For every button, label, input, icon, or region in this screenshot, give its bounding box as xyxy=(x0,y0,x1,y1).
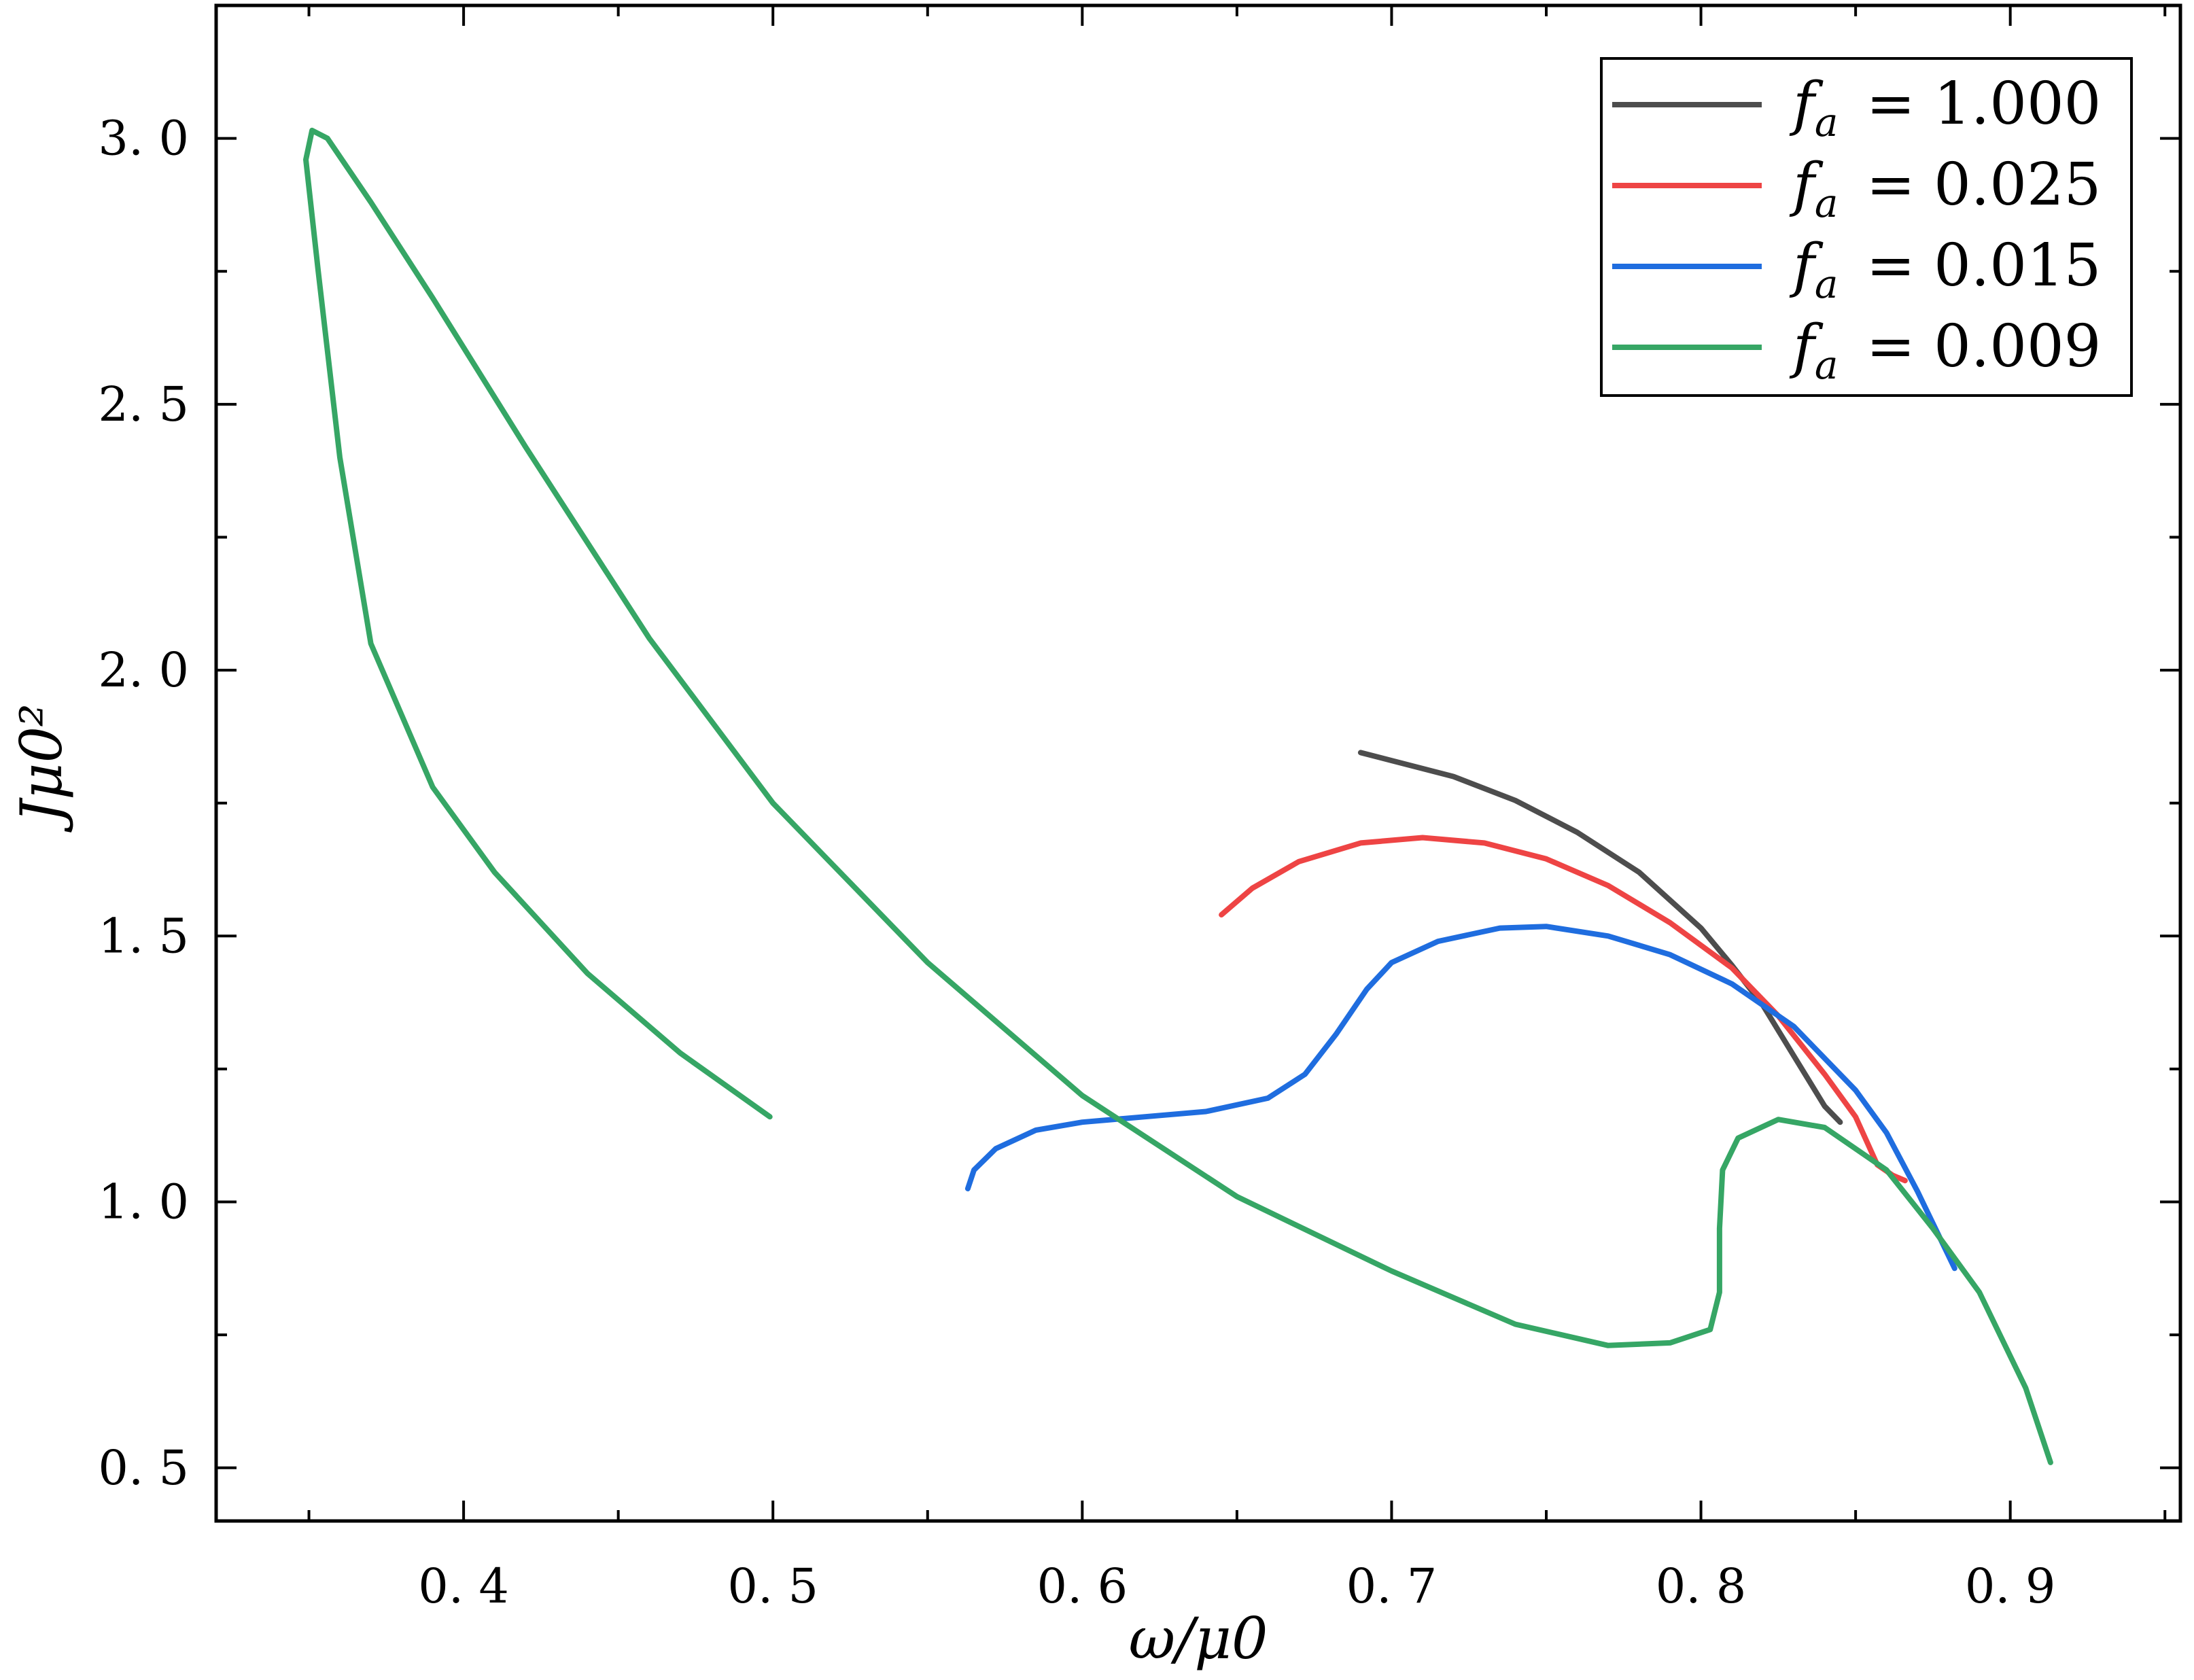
axis-ticks xyxy=(216,5,2180,1521)
series-line-1 xyxy=(1357,750,1843,1125)
legend-box xyxy=(1600,57,2133,397)
y-tick-label: 2. 0 xyxy=(98,642,189,698)
series-line-4 xyxy=(303,127,2053,1465)
x-tick-label: 0. 9 xyxy=(1965,1558,2056,1614)
x-tick-label: 0. 8 xyxy=(1656,1558,1747,1614)
legend-label: fa = 0.015 xyxy=(1789,232,2101,307)
y-tick-label: 1. 5 xyxy=(98,908,189,964)
series-line-2 xyxy=(1219,835,1908,1184)
x-tick-label: 0. 6 xyxy=(1037,1558,1128,1614)
y-tick-label: 1. 0 xyxy=(98,1174,189,1230)
plot-frame xyxy=(214,3,2182,1523)
legend-label: fa = 0.025 xyxy=(1789,151,2101,226)
x-tick-label: 0. 4 xyxy=(418,1558,509,1614)
y-tick-label: 0. 5 xyxy=(98,1440,189,1496)
series-line-3 xyxy=(964,924,1957,1272)
y-tick-label: 2. 5 xyxy=(98,377,189,432)
y-tick-label: 3. 0 xyxy=(98,111,189,167)
tick-labels: 0. 4 0. 5 0. 6 0. 7 0. 8 0. 9 0. 5 1. 0 1. 5 2. 0… xyxy=(98,111,2055,1614)
x-tick-label: 0. 7 xyxy=(1346,1558,1438,1614)
x-axis-label: ω/μ0 xyxy=(1129,1605,1268,1672)
legend-label: fa = 1.000 xyxy=(1789,70,2101,145)
plot-lines xyxy=(303,127,2053,1465)
y-axis-label: Jμ0² xyxy=(8,703,75,833)
x-tick-label: 0. 5 xyxy=(727,1558,818,1614)
